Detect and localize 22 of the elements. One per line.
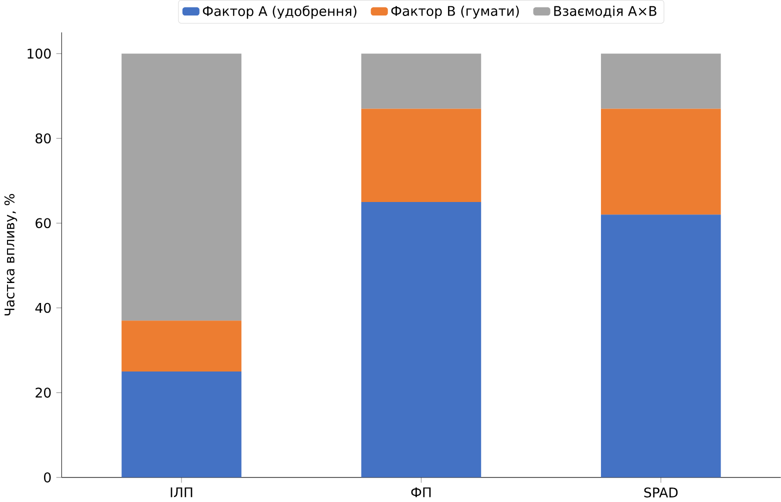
y-tick-label: 80 xyxy=(36,133,51,144)
legend-label: Взаємодія A×B xyxy=(554,6,656,18)
y-tick-label: 100 xyxy=(28,48,51,59)
legend-label: Фактор A (удобрення) xyxy=(202,6,356,19)
y-tick-label: 40 xyxy=(35,302,51,313)
bar xyxy=(600,108,721,215)
x-tick-label: ФП xyxy=(411,487,431,498)
x-tick-label: SPAD xyxy=(644,487,678,498)
x-tick-label: ІЛП xyxy=(170,487,192,498)
legend-label: Фактор B (гумати) xyxy=(391,6,519,19)
bar xyxy=(600,214,721,478)
bar xyxy=(600,54,721,109)
y-tick-label: 0 xyxy=(44,472,51,482)
y-tick-label: 20 xyxy=(36,388,51,398)
bar xyxy=(122,54,242,321)
bar xyxy=(361,54,482,109)
bar xyxy=(122,371,242,478)
y-axis-title: Частка впливу, % xyxy=(4,194,18,316)
bar xyxy=(361,202,482,478)
bar xyxy=(122,320,242,372)
bar xyxy=(361,108,482,202)
y-tick-label: 60 xyxy=(36,218,51,228)
